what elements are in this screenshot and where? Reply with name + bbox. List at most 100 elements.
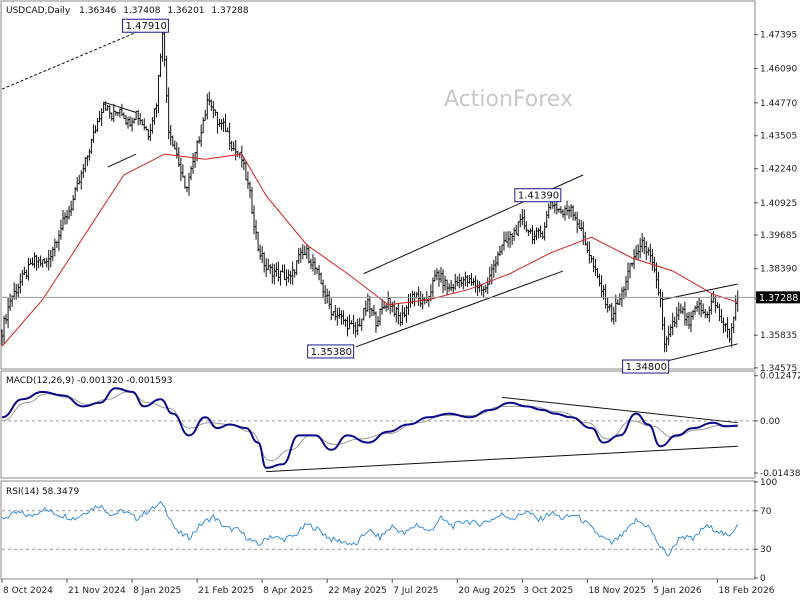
price-bar bbox=[634, 245, 638, 260]
price-bar bbox=[248, 181, 252, 199]
price-bar bbox=[277, 261, 280, 282]
xtick-label: 3 Oct 2025 bbox=[523, 586, 573, 596]
price-bar bbox=[330, 298, 333, 321]
price-bar bbox=[695, 300, 699, 312]
price-bar bbox=[687, 311, 691, 329]
price-bar bbox=[449, 280, 453, 292]
price-bar bbox=[151, 116, 154, 134]
price-bar bbox=[584, 231, 587, 246]
price-bar bbox=[612, 306, 615, 325]
price-bar bbox=[25, 269, 28, 280]
macd-trendline bbox=[266, 445, 738, 473]
price-ytick-label: 1.47395 bbox=[760, 31, 797, 41]
price-bar bbox=[98, 110, 101, 123]
price-bar bbox=[6, 297, 10, 329]
price-bar bbox=[39, 255, 42, 267]
price-bar bbox=[608, 304, 611, 311]
price-bar bbox=[734, 295, 737, 321]
price-bar bbox=[216, 111, 219, 134]
price-bar bbox=[539, 225, 542, 238]
price-bar bbox=[409, 293, 412, 308]
price-bar bbox=[147, 129, 150, 141]
price-bar bbox=[378, 308, 382, 326]
price-bar bbox=[553, 202, 557, 214]
price-bar bbox=[391, 301, 394, 313]
price-bar bbox=[728, 328, 731, 343]
current-price-box bbox=[756, 291, 800, 304]
price-bar bbox=[547, 203, 550, 219]
price-bar bbox=[348, 314, 351, 330]
price-bar bbox=[673, 316, 676, 328]
price-bar bbox=[139, 113, 142, 125]
macd-ytick-label: -0.014389 bbox=[760, 469, 800, 479]
price-bar bbox=[340, 310, 343, 325]
price-bar bbox=[435, 268, 439, 281]
svg-text:1.47910: 1.47910 bbox=[126, 21, 167, 32]
price-bar bbox=[578, 219, 581, 229]
price-bar bbox=[386, 291, 390, 311]
rsi-ytick-label: 100 bbox=[760, 478, 777, 488]
price-bar bbox=[210, 99, 213, 112]
price-bar bbox=[250, 186, 254, 215]
price-bar bbox=[319, 272, 323, 285]
price-bar bbox=[114, 110, 118, 116]
price-bar bbox=[708, 306, 711, 323]
price-bar bbox=[669, 324, 672, 338]
price-trendline bbox=[103, 101, 137, 113]
price-bar bbox=[76, 177, 79, 192]
svg-text:1.34800: 1.34800 bbox=[626, 362, 667, 373]
price-bar bbox=[297, 248, 300, 264]
price-bar bbox=[732, 316, 735, 334]
price-bar bbox=[667, 325, 670, 346]
price-bar bbox=[638, 237, 642, 259]
price-bar bbox=[110, 112, 113, 121]
ohlc-open: 1.36346 bbox=[79, 6, 116, 16]
xtick-label: 5 Jan 2026 bbox=[653, 586, 701, 596]
price-bar bbox=[41, 259, 44, 268]
price-bar bbox=[325, 288, 329, 304]
price-bar bbox=[466, 274, 469, 287]
price-bar bbox=[256, 231, 260, 252]
price-bar bbox=[346, 316, 349, 337]
price-bar bbox=[199, 124, 203, 147]
price-bar bbox=[537, 227, 540, 239]
price-bar bbox=[334, 305, 337, 321]
price-bar bbox=[515, 224, 518, 235]
xtick-label: 8 Jan 2025 bbox=[133, 586, 181, 596]
price-bar bbox=[417, 286, 420, 307]
price-bar bbox=[486, 277, 489, 294]
price-bar bbox=[628, 262, 632, 279]
price-ytick-label: 1.39685 bbox=[760, 231, 797, 241]
price-bar bbox=[163, 30, 166, 67]
price-bar bbox=[397, 303, 400, 325]
xtick-label: 21 Nov 2024 bbox=[68, 586, 126, 596]
price-bar bbox=[586, 241, 589, 254]
price-bar bbox=[271, 263, 274, 284]
price-ytick-label: 1.35835 bbox=[760, 331, 797, 341]
price-bar bbox=[27, 257, 30, 281]
price-bar bbox=[675, 307, 678, 328]
price-bar bbox=[191, 153, 195, 174]
price-panel-title: USDCAD,Daily 1.36346 1.37408 1.36201 1.3… bbox=[6, 6, 249, 16]
price-bar bbox=[35, 254, 38, 271]
price-bar bbox=[521, 209, 524, 226]
price-bar bbox=[681, 306, 685, 315]
price-bar bbox=[309, 258, 313, 270]
price-bar bbox=[492, 259, 496, 278]
price-bar bbox=[606, 298, 609, 313]
macd-trendline bbox=[501, 396, 738, 424]
price-plot: 1.47910 1.35380 1.41390 1.34800 bbox=[0, 18, 754, 374]
price-bar bbox=[720, 308, 723, 324]
price-bar bbox=[523, 209, 526, 230]
price-bar bbox=[258, 244, 262, 260]
price-bar bbox=[582, 221, 585, 245]
price-bar bbox=[240, 145, 244, 168]
price-bar bbox=[69, 200, 73, 216]
xtick-label: 8 Oct 2024 bbox=[3, 586, 53, 596]
price-bar bbox=[307, 246, 311, 264]
price-bar bbox=[21, 269, 24, 286]
price-bar bbox=[484, 284, 487, 293]
price-bar bbox=[598, 273, 601, 287]
price-bar bbox=[356, 318, 359, 336]
price-bar bbox=[643, 237, 646, 255]
